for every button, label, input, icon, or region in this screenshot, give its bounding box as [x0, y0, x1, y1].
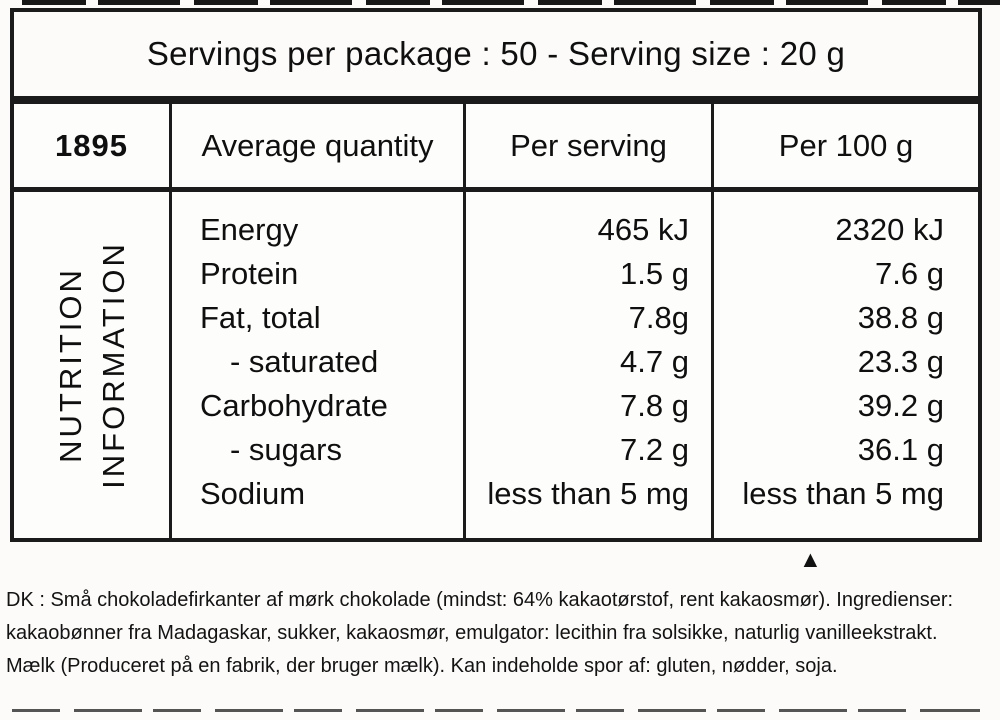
ingredients-line: DK : Små chokoladefirkanter af mørk chok… — [6, 589, 954, 611]
side-label-line-2: INFORMATION — [95, 241, 131, 489]
per-serving-value: 465 kJ — [597, 212, 689, 247]
per-100g-value: 23.3 g — [857, 344, 944, 379]
per-100g-header: Per 100 g — [778, 127, 914, 163]
per-serving-value: 1.5 g — [620, 256, 689, 291]
per-serving-value: 7.8g — [628, 300, 689, 335]
nutrient-label: Protein — [200, 256, 299, 291]
nutrition-table-body: NUTRITION INFORMATION Energy Protein Fat, … — [14, 192, 978, 538]
per-serving-value: 4.7 g — [620, 344, 689, 379]
serving-info-text: Servings per package : 50 - Serving size… — [146, 35, 846, 72]
scan-edge-artifact-bottom — [12, 709, 980, 712]
side-label-line-1: NUTRITION — [52, 267, 88, 463]
nutrition-table-header: 1895 Average quantity Per serving Per 10… — [14, 104, 978, 192]
per-serving-value: less than 5 mg — [487, 476, 689, 511]
nutrient-label: - saturated — [230, 344, 379, 379]
per-100g-column: 2320 kJ 7.6 g 38.8 g 23.3 g 39.2 g 36.1 g less… — [714, 192, 978, 538]
nutrient-label: Fat, total — [200, 300, 321, 335]
nutrient-label: - sugars — [230, 432, 342, 467]
per-100g-value: less than 5 mg — [742, 476, 944, 511]
nutrition-table: 1895 Average quantity Per serving Per 10… — [10, 100, 982, 542]
nutrient-label: Carbohydrate — [200, 388, 388, 423]
per-serving-header: Per serving — [466, 104, 714, 187]
nutrition-information-vertical-label: NUTRITION INFORMATION — [49, 241, 135, 489]
per-100g-value: 2320 kJ — [835, 212, 944, 247]
serving-info-banner: Servings per package : 50 - Serving size… — [10, 8, 982, 100]
nutrient-label: Energy — [200, 212, 299, 247]
ingredients-line: kakaobønner fra Madagaskar, sukker, kaka… — [6, 622, 938, 644]
nutrient-labels-column: Energy Protein Fat, total - saturated Carboh… — [172, 192, 466, 538]
ingredients-paragraph: DK : Små chokoladefirkanter af mørk chok… — [6, 584, 996, 683]
per-serving-value: 7.8 g — [620, 388, 689, 423]
scan-edge-artifact-top — [22, 0, 1000, 5]
per-100g-value: 39.2 g — [857, 388, 944, 423]
pointer-triangle-icon: ▲ — [799, 546, 822, 572]
per-100g-value: 7.6 g — [875, 256, 944, 291]
ingredients-line: Mælk (Produceret på en fabrik, der bruge… — [6, 655, 838, 677]
average-quantity-header: Average quantity — [172, 104, 466, 187]
nutrient-label: Sodium — [200, 476, 306, 511]
product-code-cell: 1895 — [14, 104, 172, 187]
per-serving-value: 7.2 g — [620, 432, 689, 467]
per-100g-value: 38.8 g — [857, 300, 944, 335]
per-serving-column: 465 kJ 1.5 g 7.8g 4.7 g 7.8 g 7.2 g less than … — [466, 192, 714, 538]
per-100g-value: 36.1 g — [857, 432, 944, 467]
nutrition-information-side-cell: NUTRITION INFORMATION — [14, 192, 172, 538]
